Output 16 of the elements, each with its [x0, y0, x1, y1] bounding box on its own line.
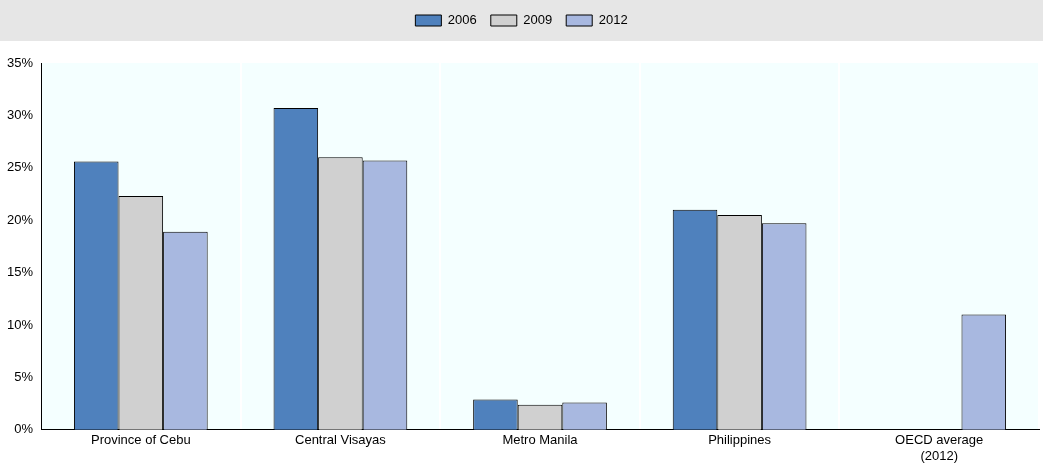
x-tick-label: Province of Cebu [90, 432, 191, 448]
legend-label: 2009 [523, 12, 553, 28]
y-tick-label: 35% [6, 54, 34, 70]
y-tick-label: 25% [6, 159, 34, 175]
x-tick-label: Metro Manila [502, 432, 579, 448]
y-tick-label: 15% [6, 264, 34, 280]
y-tick-label: 5% [14, 368, 34, 384]
x-tick-label: Philippines [708, 432, 772, 448]
legend-label: 2006 [447, 12, 477, 28]
x-tick-label: Central Visayas [295, 432, 387, 448]
y-tick-label: 30% [6, 106, 34, 122]
legend-label: 2012 [598, 12, 628, 28]
x-tick-label: OECD average (2012) [895, 432, 984, 463]
y-tick-label: 10% [6, 316, 34, 332]
y-tick-label: 20% [6, 211, 34, 227]
y-tick-label: 0% [14, 421, 34, 437]
